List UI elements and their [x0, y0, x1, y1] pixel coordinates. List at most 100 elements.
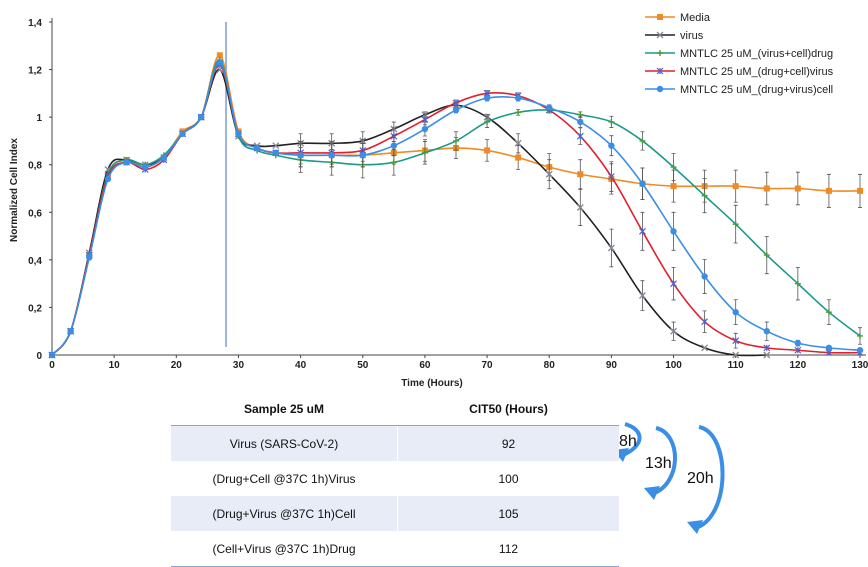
- table-row: (Drug+Virus @37C 1h)Cell 105: [171, 496, 619, 531]
- data-point: [732, 337, 740, 345]
- x-tick-label: 120: [790, 360, 807, 371]
- data-point: [453, 137, 459, 144]
- data-point: [656, 67, 664, 75]
- x-tick-label: 30: [233, 360, 245, 371]
- table-row: (Drug+Cell @37C 1h)Virus 100: [171, 461, 619, 496]
- data-point: [142, 163, 149, 171]
- data-point: [701, 192, 708, 199]
- tick-labels: 0 10 20 30 40 50 60 70 80 90 100 110 120 130 0 0,2 0,4 0,…: [28, 18, 868, 371]
- data-point: [390, 159, 397, 166]
- data-point: [577, 118, 584, 126]
- data-point: [421, 125, 429, 133]
- x-axis-title: Time (Hours): [401, 378, 463, 389]
- cit50-cell: 105: [397, 496, 619, 531]
- data-point: [48, 351, 56, 359]
- x-tick-label: 10: [109, 360, 121, 371]
- data-point: [670, 280, 677, 288]
- x-tick-label: 40: [295, 360, 307, 371]
- legend-label: virus: [680, 30, 704, 42]
- y-tick-label: 0,4: [28, 256, 42, 267]
- data-point: [67, 328, 74, 335]
- cell-index-chart: 0 10 20 30 40 50 60 70 80 90 100 110 120 130 0 0,2 0,4 0,…: [9, 12, 868, 534]
- data-point: [514, 139, 522, 147]
- data-point: [639, 180, 646, 187]
- data-point: [390, 142, 398, 149]
- data-point: [670, 228, 677, 235]
- data-point: [576, 204, 584, 212]
- cit50-cell: 92: [397, 425, 619, 461]
- data-point: [732, 183, 739, 190]
- data-point: [253, 144, 261, 152]
- data-point: [794, 339, 802, 347]
- data-point: [701, 344, 709, 352]
- data-point: [638, 292, 646, 300]
- data-point: [545, 170, 553, 178]
- delay-arrow-2: [687, 425, 725, 534]
- data-point: [607, 244, 615, 252]
- data-point: [701, 273, 708, 280]
- legend: Media virus MNTLC 25 uM_(virus+cell)drug MN…: [645, 12, 834, 96]
- y-tick-label: 1,4: [28, 18, 42, 29]
- data-point: [197, 113, 205, 121]
- series-0: [49, 52, 863, 358]
- legend-item: MNTLC 25 uM_(virus+cell)drug: [645, 48, 833, 60]
- data-point: [732, 308, 739, 316]
- data-point: [577, 171, 584, 178]
- data-point: [484, 147, 491, 154]
- legend-label: MNTLC 25 uM_(virus+cell)drug: [680, 48, 833, 60]
- data-point: [216, 52, 223, 59]
- data-point: [421, 116, 429, 123]
- data-point: [763, 185, 770, 192]
- series-line: [51, 68, 767, 357]
- header-sample: Sample 25 uM: [171, 393, 398, 426]
- data-point: [763, 351, 771, 359]
- data-point: [794, 280, 801, 287]
- data-point: [763, 328, 770, 335]
- data-point: [657, 14, 663, 20]
- data-point: [763, 252, 770, 259]
- legend-label: MNTLC 25 uM_(drug+virus)cell: [680, 84, 833, 96]
- data-point: [216, 59, 224, 66]
- sample-cell: (Drug+Virus @37C 1h)Cell: [171, 496, 398, 531]
- legend-item: virus: [645, 30, 704, 42]
- legend-label: MNTLC 25 uM_(drug+cell)virus: [680, 66, 834, 78]
- arrow-head: [644, 486, 660, 500]
- y-tick-label: 1: [36, 113, 42, 124]
- data-point: [639, 227, 646, 235]
- legend-item: Media: [645, 12, 711, 24]
- y-tick-label: 1,2: [28, 66, 42, 77]
- x-tick-label: 60: [419, 360, 431, 371]
- data-point: [825, 187, 832, 194]
- x-tick-label: 110: [728, 360, 745, 371]
- data-point: [421, 149, 428, 156]
- data-point: [546, 104, 553, 111]
- data-point: [328, 152, 335, 159]
- delay-label-8h: 8h: [619, 433, 637, 450]
- x-tick-label: 130: [852, 360, 868, 371]
- data-point: [86, 254, 93, 261]
- table-row: Virus (SARS-CoV-2) 92: [171, 425, 619, 461]
- data-point: [104, 175, 112, 183]
- data-point: [794, 185, 801, 192]
- delay-label-13h: 13h: [645, 455, 672, 472]
- sample-cell: (Drug+Cell @37C 1h)Virus: [171, 461, 398, 496]
- x-tick-label: 80: [544, 360, 556, 371]
- x-tick-label: 90: [606, 360, 618, 371]
- data-point: [857, 332, 863, 339]
- data-point: [515, 109, 522, 116]
- legend-item: MNTLC 25 uM_(drug+cell)virus: [645, 66, 834, 78]
- y-axis-title: Normalized Cell Index: [9, 138, 20, 242]
- data-point: [656, 85, 664, 93]
- data-point: [670, 327, 678, 335]
- data-point: [272, 149, 279, 157]
- sample-cell: (Cell+Virus @37C 1h)Drug: [171, 531, 398, 567]
- x-tick-label: 0: [49, 360, 55, 371]
- data-point: [732, 351, 740, 359]
- data-point: [123, 159, 130, 166]
- y-tick-label: 0,2: [28, 303, 42, 314]
- data-point: [515, 154, 522, 161]
- data-point: [657, 50, 663, 56]
- data-point: [179, 130, 186, 137]
- x-tick-label: 50: [357, 360, 369, 371]
- header-cit50: CIT50 (Hours): [397, 393, 619, 426]
